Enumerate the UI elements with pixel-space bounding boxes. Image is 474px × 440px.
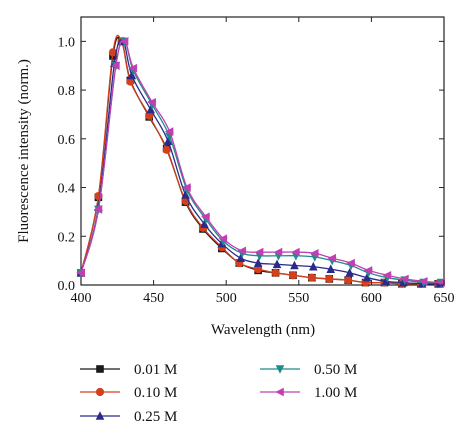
x-tick-label: 500 xyxy=(216,291,237,306)
legend-label: 1.00 M xyxy=(314,385,357,401)
data-point xyxy=(271,268,280,277)
data-point xyxy=(254,265,263,274)
data-point xyxy=(182,183,191,192)
data-point xyxy=(147,97,156,107)
data-point xyxy=(399,277,408,287)
y-tick-label: 0.4 xyxy=(58,182,76,197)
legend-marker xyxy=(275,365,285,374)
legend-item: 0.50 M xyxy=(260,362,357,378)
legend-marker xyxy=(95,411,105,420)
data-point xyxy=(290,260,299,270)
data-point xyxy=(309,261,318,271)
data-point xyxy=(200,219,209,228)
data-point xyxy=(327,253,336,263)
data-point xyxy=(162,145,171,154)
data-point xyxy=(363,266,373,275)
data-point xyxy=(254,247,264,257)
data-point xyxy=(344,276,353,285)
data-point xyxy=(146,104,155,114)
data-point xyxy=(164,127,174,136)
data-point xyxy=(236,253,246,262)
data-point xyxy=(362,272,372,282)
legend: 0.01 M 0.10 M 0.25 M 0.50 M 1.00 M xyxy=(80,362,357,425)
legend-marker xyxy=(96,365,104,373)
ticks-layer: 400 450 500 550 600 650 0.0 0.2 0.4 0.6 0.8 1.0 xyxy=(58,17,455,306)
data-point xyxy=(382,270,392,280)
x-tick-label: 400 xyxy=(71,291,92,306)
y-axis-title: Fluorescence intensity (norm.) xyxy=(16,59,32,243)
data-point xyxy=(288,271,298,280)
data-point xyxy=(93,205,103,214)
data-point xyxy=(273,247,283,257)
data-point xyxy=(346,258,355,268)
data-point xyxy=(307,273,316,282)
data-point xyxy=(126,77,135,86)
data-point xyxy=(253,258,263,267)
y-tick-label: 0.6 xyxy=(58,133,76,148)
y-tick-label: 0.0 xyxy=(58,279,76,294)
legend-label: 0.10 M xyxy=(134,385,177,401)
legend-item: 1.00 M xyxy=(260,385,357,401)
legend-item: 0.01 M xyxy=(80,362,177,378)
data-point xyxy=(272,259,282,269)
legend-item: 0.25 M xyxy=(80,409,177,425)
series-line xyxy=(80,39,440,285)
data-point xyxy=(76,268,85,278)
x-axis-title: Wavelength (nm) xyxy=(211,322,315,338)
data-point xyxy=(291,247,300,257)
y-tick-label: 1.0 xyxy=(58,35,76,50)
data-point xyxy=(201,212,210,222)
data-point xyxy=(325,274,334,284)
data-point xyxy=(181,190,190,199)
legend-label: 0.25 M xyxy=(134,409,177,425)
x-tick-label: 600 xyxy=(361,291,382,306)
data-point xyxy=(237,246,246,256)
data-point xyxy=(399,274,409,284)
data-point xyxy=(127,70,137,80)
plot-area xyxy=(80,16,445,286)
legend-item: 0.10 M xyxy=(80,385,177,401)
data-point xyxy=(345,268,354,277)
legend-marker xyxy=(275,387,284,397)
series-layer xyxy=(76,34,446,288)
x-tick-label: 450 xyxy=(143,291,164,306)
x-tick-label: 550 xyxy=(288,291,309,306)
data-point xyxy=(217,238,227,248)
plot-frame xyxy=(80,16,445,286)
data-point xyxy=(326,264,336,273)
data-point xyxy=(145,111,154,120)
legend-label: 0.01 M xyxy=(134,362,177,378)
data-point xyxy=(108,48,118,57)
data-point xyxy=(128,63,138,73)
data-point xyxy=(418,277,428,286)
x-tick-label: 650 xyxy=(434,291,455,306)
data-point xyxy=(218,234,228,244)
y-tick-label: 0.8 xyxy=(58,84,76,99)
data-point xyxy=(309,249,319,258)
y-tick-label: 0.2 xyxy=(58,230,76,245)
data-point xyxy=(381,276,391,286)
series-1-00-M xyxy=(76,37,445,287)
data-point xyxy=(111,61,120,71)
data-point xyxy=(163,136,173,146)
legend-label: 0.50 M xyxy=(314,362,357,378)
data-point xyxy=(119,37,129,46)
legend-marker xyxy=(95,387,105,397)
